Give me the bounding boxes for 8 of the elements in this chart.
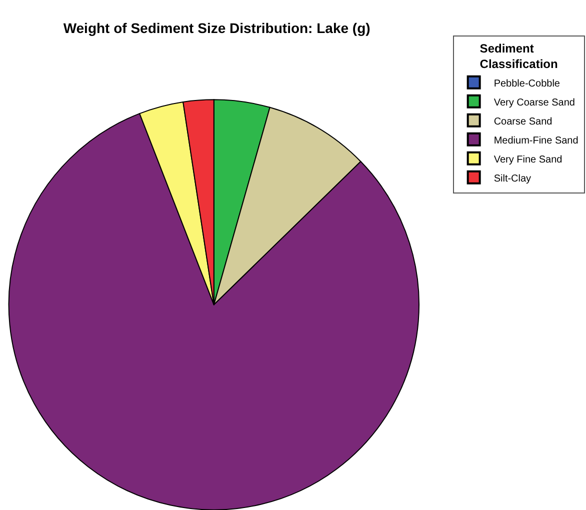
legend-label: Very Fine Sand <box>494 154 562 166</box>
legend-label: Very Coarse Sand <box>494 97 575 108</box>
legend-label: Pebble-Cobble <box>494 78 560 90</box>
legend-label: Coarse Sand <box>494 116 552 128</box>
legend-title: Sediment Classification <box>480 41 558 71</box>
legend-label: Medium-Fine Sand <box>494 135 578 146</box>
chart-title: Weight of Sediment Size Distribution: Lake (g) <box>63 20 370 36</box>
legend-label: Silt-Clay <box>494 173 532 184</box>
